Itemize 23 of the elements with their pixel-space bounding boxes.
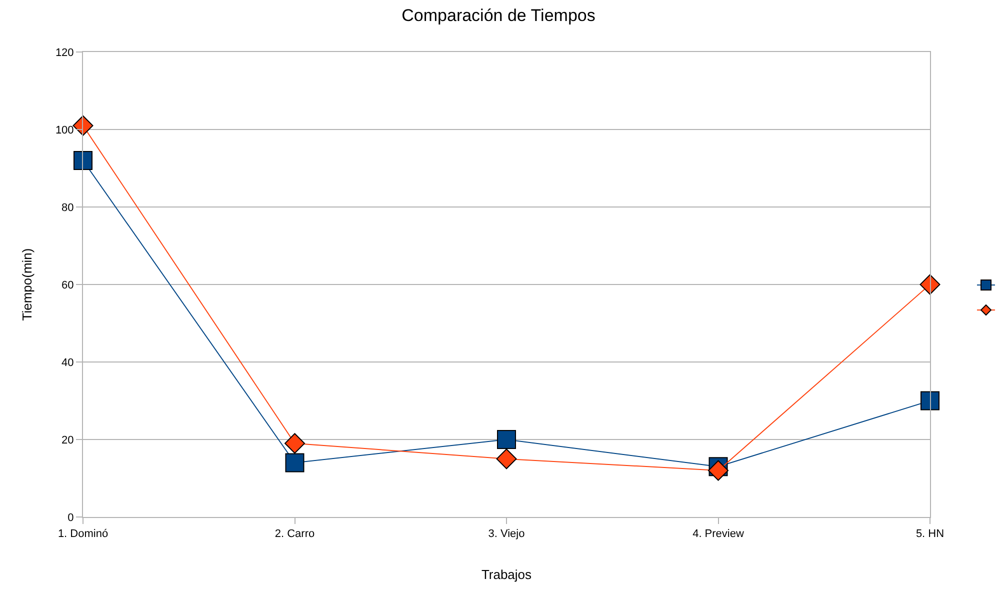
point bbox=[72, 115, 94, 136]
point bbox=[920, 391, 940, 410]
point bbox=[496, 448, 517, 470]
point bbox=[497, 430, 516, 449]
y-tick-label: 40 bbox=[62, 356, 74, 369]
chart-title: Comparación de Tiempos bbox=[402, 6, 596, 25]
y-tick-label: 60 bbox=[62, 279, 74, 292]
y-tick-label: 100 bbox=[55, 124, 74, 136]
point bbox=[284, 433, 305, 454]
point bbox=[708, 460, 728, 481]
y-tick-label: 0 bbox=[68, 512, 74, 524]
point bbox=[285, 453, 304, 472]
y-axis-title: Tiempo(min) bbox=[19, 248, 34, 321]
x-axis-title: Trabajos bbox=[481, 566, 532, 582]
point bbox=[74, 151, 92, 170]
x-tick-label: 2. Carro bbox=[274, 528, 315, 540]
y-tick-label: 120 bbox=[55, 46, 74, 59]
x-tick-label: 4. Preview bbox=[692, 528, 744, 540]
x-tick-label: 5. HN bbox=[916, 528, 944, 540]
x-tick-label: 1. Dominó bbox=[58, 528, 108, 540]
y-tick-label: 20 bbox=[62, 434, 74, 446]
y-tick-label: 80 bbox=[62, 202, 74, 214]
x-tick-label: 3. Viejo bbox=[488, 528, 525, 540]
